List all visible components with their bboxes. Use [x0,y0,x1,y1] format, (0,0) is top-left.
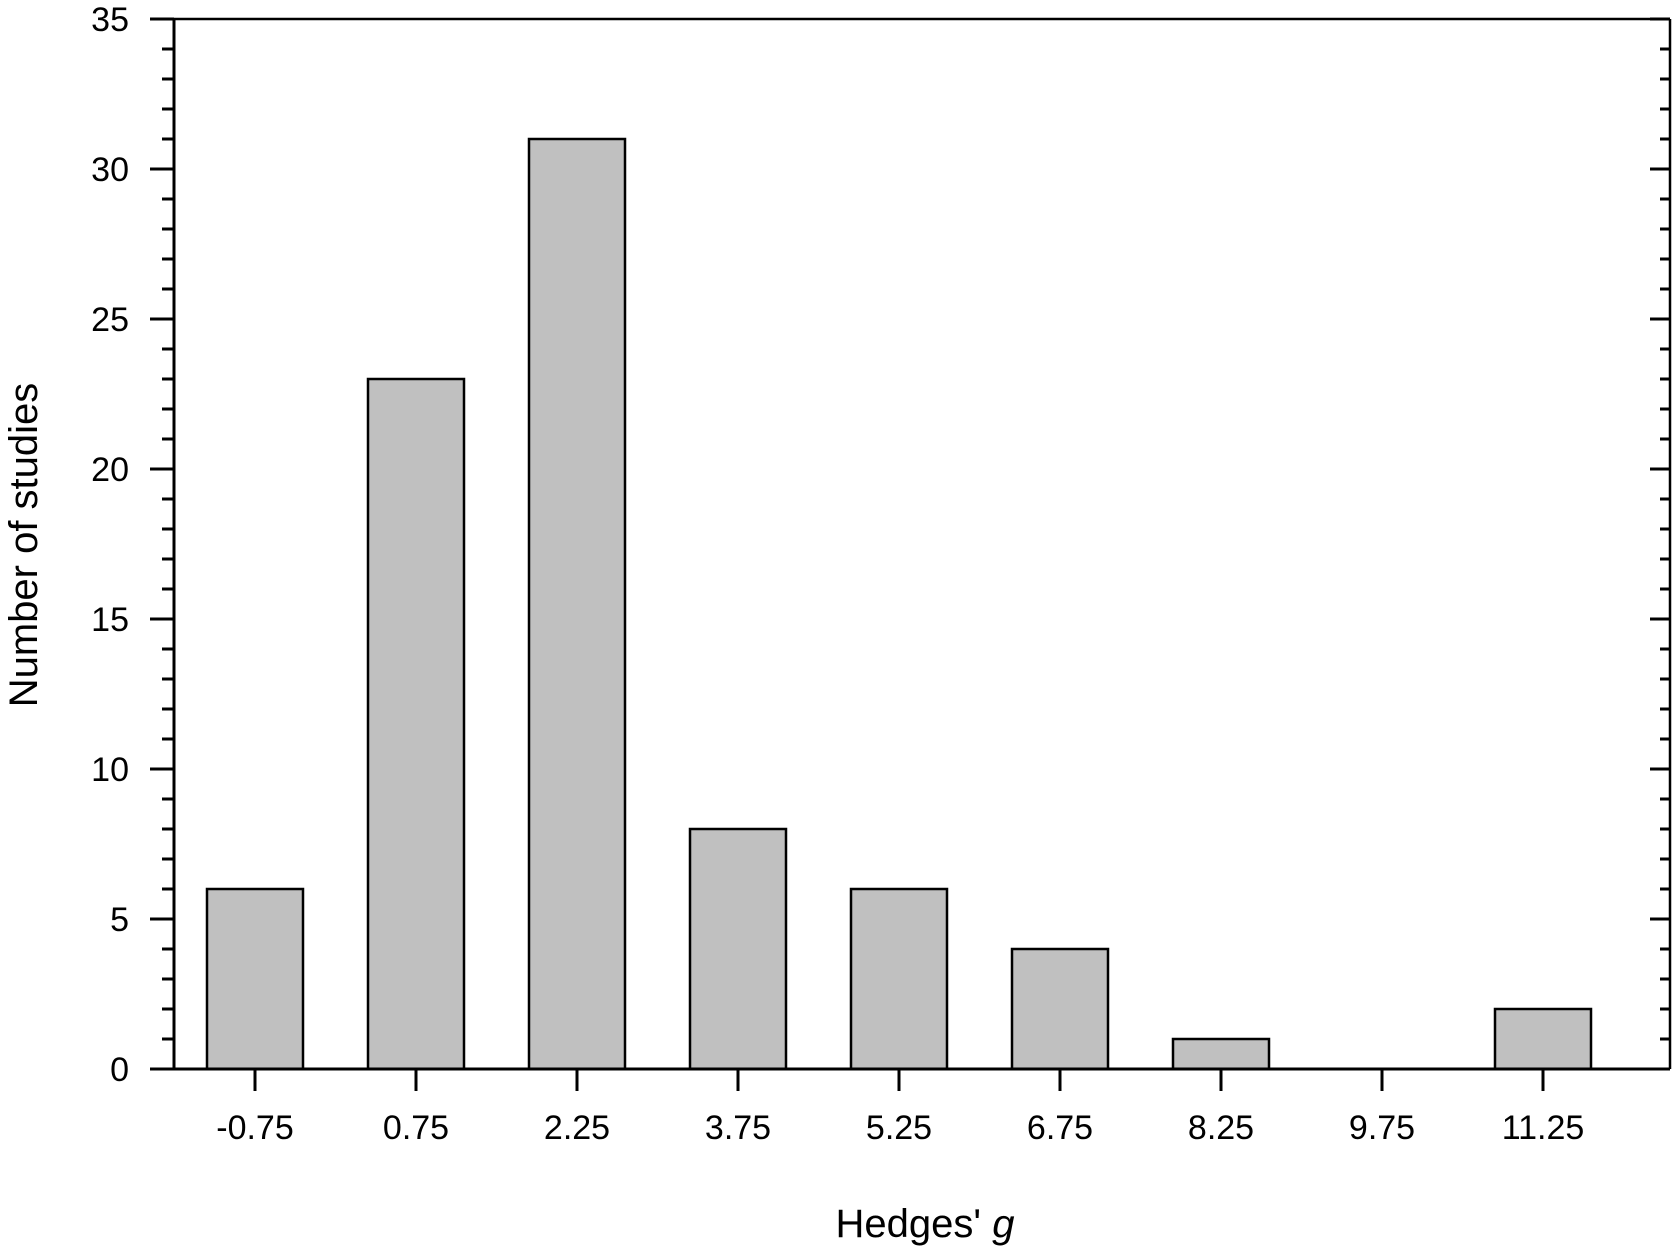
bar-6.75 [1010,947,1110,1071]
bar-3.75 [688,827,788,1071]
axes-group [150,17,1672,1091]
y-tick-label: 5 [110,901,129,939]
bars-group [205,137,1593,1071]
x-axis-title-text: Hedges' [836,1202,982,1246]
bar-2.25 [527,137,627,1071]
y-tick-label: 35 [91,1,129,39]
bar-11.25 [1493,1007,1593,1071]
x-tick-label: 5.25 [866,1109,932,1147]
bar-0.75 [366,377,466,1071]
y-tick-label: 20 [91,451,129,489]
y-axis-title: Number of studies [2,383,46,708]
x-axis-title: Hedges' g [836,1202,1015,1246]
x-tick-label: 11.25 [1502,1109,1585,1147]
x-tick-label: 0.75 [383,1109,449,1147]
x-tick-label: 9.75 [1349,1109,1415,1147]
bar-5.25 [849,887,949,1071]
bar--0.75 [205,887,305,1071]
bar-8.25 [1171,1037,1271,1071]
x-tick-label: 8.25 [1188,1109,1254,1147]
x-tick-label: 2.25 [544,1109,610,1147]
tick-labels-group: 0 5 10 15 20 25 30 35 -0.75 0.75 2.25 3.75 5.25 6.75 8… [91,1,1584,1147]
x-tick-label: 3.75 [705,1109,771,1147]
x-tick-label: -0.75 [216,1109,294,1147]
x-tick-label: 6.75 [1027,1109,1093,1147]
y-tick-label: 25 [91,301,129,339]
y-tick-label: 30 [91,151,129,189]
y-tick-label: 15 [91,601,129,639]
y-tick-label: 0 [110,1051,129,1089]
x-axis-title-italic: g [992,1202,1014,1246]
y-tick-label: 10 [91,751,129,789]
